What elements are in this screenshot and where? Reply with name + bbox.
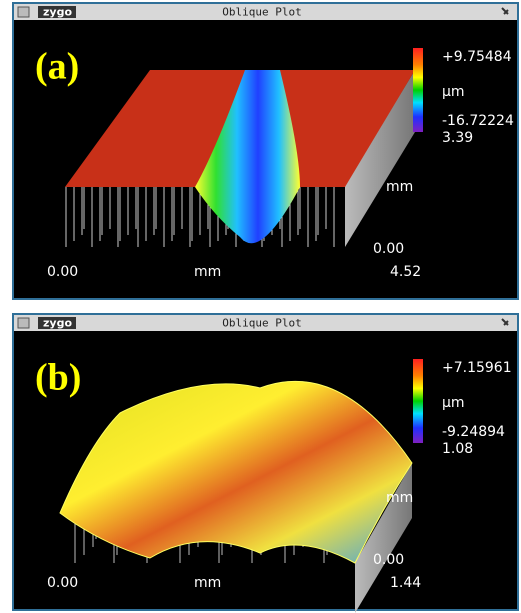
window-title: Oblique Plot	[222, 6, 301, 19]
figure: zygo Oblique Plot (a) +9.75484 µm -16.722243.…	[0, 0, 521, 613]
x-min: 0.00	[47, 575, 78, 591]
scale-unit: µm	[442, 84, 465, 100]
x-max: 1.44	[390, 575, 421, 591]
plot-window: zygo Oblique Plot (b) +7.15961 µm -9.248941.0…	[12, 313, 519, 613]
scale-max: +7.15961	[442, 360, 512, 376]
plot-window: zygo Oblique Plot (a) +9.75484 µm -16.722243.…	[12, 2, 519, 300]
x-max: 4.52	[390, 264, 421, 280]
y-unit: mm	[386, 490, 413, 506]
color-scale	[413, 359, 423, 443]
scale-max: +9.75484	[442, 49, 512, 65]
panel-label: (a)	[35, 46, 79, 88]
brand: zygo	[43, 317, 72, 330]
x-unit: mm	[194, 575, 221, 591]
y-unit: mm	[386, 179, 413, 195]
y-min: 0.00	[373, 241, 404, 257]
scale-min: -16.72224	[442, 113, 514, 129]
scale-unit: µm	[442, 395, 465, 411]
color-scale	[413, 48, 423, 132]
window-title: Oblique Plot	[222, 317, 301, 330]
x-unit: mm	[194, 264, 221, 280]
menu-icon	[18, 7, 29, 17]
menu-icon	[18, 318, 29, 328]
y-min: 0.00	[373, 552, 404, 568]
x-min: 0.00	[47, 264, 78, 280]
y-max: 3.39	[442, 130, 473, 146]
scale-min: -9.24894	[442, 424, 505, 440]
y-max: 1.08	[442, 441, 473, 457]
brand: zygo	[43, 6, 72, 19]
panel-label: (b)	[35, 357, 81, 399]
